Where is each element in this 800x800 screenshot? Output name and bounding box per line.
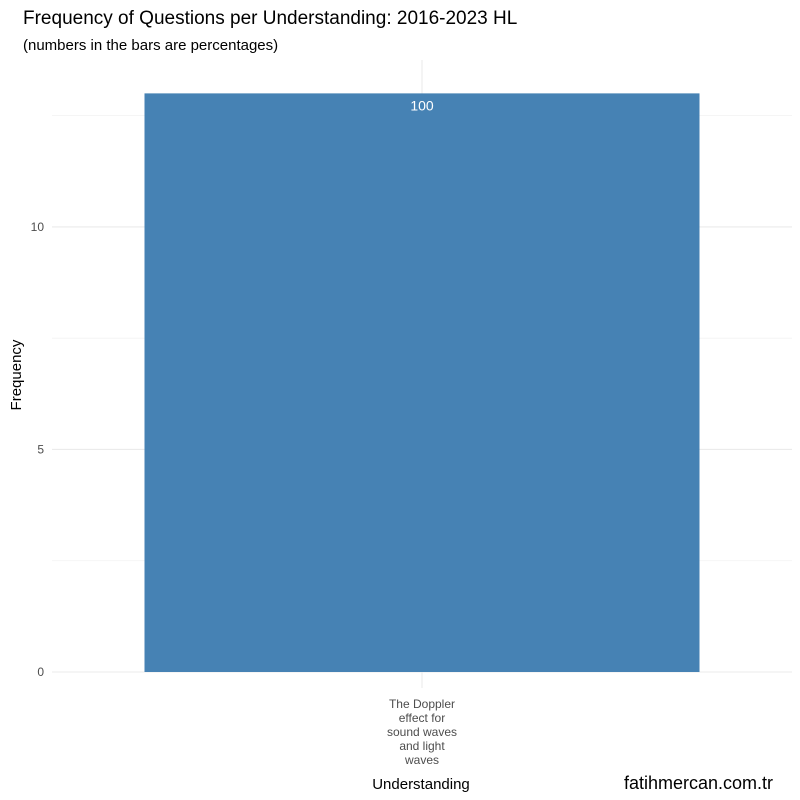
x-tick-label: The Doppler effect for sound waves and ligh…	[387, 697, 457, 767]
y-axis-ticks: 0 5 10	[31, 220, 45, 679]
bar	[144, 93, 700, 672]
chart-subtitle: (numbers in the bars are percentages)	[23, 37, 278, 54]
caption: fatihmercan.com.tr	[624, 773, 773, 793]
y-axis-title: Frequency	[8, 339, 25, 410]
x-axis-ticks: The Doppler effect for sound waves and ligh…	[387, 697, 457, 767]
bar-value-label: 100	[410, 97, 434, 113]
x-tick-label-line: The Doppler	[389, 697, 455, 711]
chart-title: Frequency of Questions per Understanding…	[23, 8, 517, 29]
y-tick-label: 5	[37, 442, 44, 456]
y-tick-label: 10	[31, 220, 45, 234]
x-tick-label-line: and light	[399, 739, 445, 753]
x-tick-label-line: effect for	[399, 711, 445, 725]
x-tick-label-line: waves	[404, 753, 439, 767]
y-tick-label: 0	[37, 665, 44, 679]
x-tick-label-line: sound waves	[387, 725, 457, 739]
bars: 100	[144, 93, 700, 672]
x-axis-title: Understanding	[372, 776, 470, 793]
